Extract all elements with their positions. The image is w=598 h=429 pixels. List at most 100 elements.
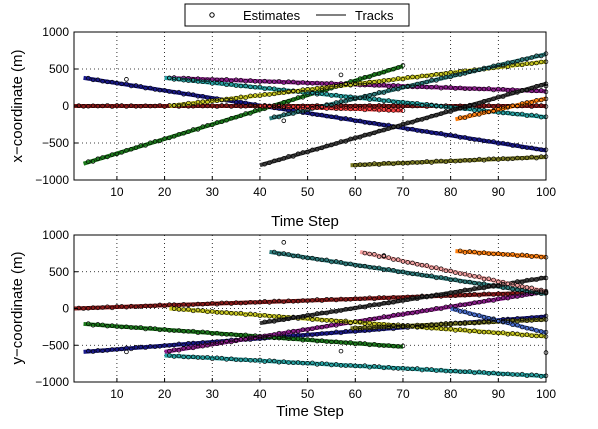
- estimate-point: [524, 373, 530, 379]
- estimate-point: [410, 83, 415, 88]
- estimate-point: [86, 306, 91, 311]
- estimate-point: [271, 158, 277, 164]
- estimate-point: [510, 87, 515, 92]
- estimate-point: [515, 287, 520, 293]
- estimate-point: [367, 82, 372, 88]
- estimate-point: [424, 293, 430, 299]
- estimate-point: [529, 88, 534, 94]
- estimate-point: [105, 79, 110, 85]
- x-tick-label: 100: [536, 185, 556, 199]
- estimate-point: [305, 80, 310, 86]
- estimate-point: [338, 330, 344, 336]
- estimate-point: [229, 310, 234, 316]
- estimate-point: [214, 120, 220, 125]
- estimate-point: [114, 304, 120, 309]
- estimate-point: [329, 102, 334, 108]
- estimate-point: [186, 307, 191, 312]
- estimate-point: [424, 84, 430, 90]
- estimate-point: [271, 298, 277, 304]
- estimate-point: [443, 275, 449, 281]
- estimate-point: [395, 99, 401, 105]
- estimate-point: [529, 55, 534, 60]
- estimate-point: [281, 106, 287, 111]
- estimate-point: [314, 147, 320, 152]
- estimate-point: [252, 335, 258, 341]
- estimate-point: [524, 113, 530, 119]
- estimate-point: [472, 312, 477, 318]
- estimate-point: [167, 89, 172, 94]
- estimate-point: [367, 120, 372, 126]
- estimate-point: [505, 252, 511, 257]
- estimate-point: [505, 332, 511, 337]
- estimate-point: [457, 302, 463, 308]
- estimate-point: [429, 265, 434, 271]
- estimate-point: [524, 292, 530, 297]
- estimate-point: [262, 312, 267, 318]
- estimate-point: [362, 81, 368, 86]
- estimate-point: [434, 306, 439, 311]
- estimate-point: [481, 319, 487, 325]
- estimate-point: [467, 292, 472, 298]
- x-tick-label: 20: [158, 185, 172, 199]
- estimate-point: [434, 104, 439, 109]
- estimate-point: [496, 86, 501, 92]
- estimate-point: [496, 64, 501, 70]
- estimate-point: [329, 259, 334, 265]
- estimate-point: [424, 366, 430, 372]
- estimate-point: [200, 308, 205, 313]
- estimate-point: [424, 102, 430, 107]
- estimate-point: [457, 327, 463, 332]
- estimate-point: [415, 325, 420, 330]
- estimate-point: [486, 86, 492, 91]
- estimate-point: [90, 159, 96, 164]
- estimate-point: [496, 291, 501, 296]
- estimate-point: [496, 62, 501, 68]
- estimate-point: [310, 332, 315, 338]
- estimate-point: [424, 159, 430, 164]
- estimate-point: [462, 369, 468, 374]
- estimate-point: [405, 294, 410, 300]
- estimate-point: [367, 295, 372, 300]
- estimate-point: [472, 320, 477, 326]
- estimate-point: [524, 56, 530, 62]
- estimate-point: [357, 326, 363, 331]
- estimate-point: [314, 85, 320, 91]
- estimate-point: [534, 155, 539, 161]
- estimate-point: [286, 98, 291, 104]
- estimate-point: [281, 331, 287, 336]
- estimate-point: [472, 280, 477, 286]
- estimate-point: [205, 309, 210, 315]
- estimate-point: [353, 118, 358, 124]
- estimate-point: [362, 162, 368, 168]
- estimate-point: [200, 99, 205, 104]
- estimate-point: [400, 99, 406, 105]
- estimate-point: [195, 127, 201, 132]
- estimate-point: [329, 309, 334, 314]
- estimate-point: [510, 156, 515, 161]
- estimate-point: [157, 302, 163, 308]
- x-tick-label: 40: [253, 185, 267, 199]
- estimate-point: [481, 276, 487, 282]
- estimate-point: [343, 329, 349, 334]
- estimate-point: [124, 148, 129, 153]
- estimate-point: [386, 255, 391, 260]
- estimate-point: [362, 341, 368, 346]
- estimate-point: [100, 322, 105, 328]
- estimate-point: [171, 75, 177, 80]
- estimate-point: [386, 314, 391, 320]
- estimate-point: [357, 296, 363, 302]
- estimate-point: [376, 343, 382, 348]
- estimate-point: [152, 303, 158, 308]
- estimate-point: [386, 343, 391, 348]
- estimate-point: [448, 321, 453, 326]
- estimate-point: [238, 99, 244, 105]
- estimate-point: [262, 103, 267, 108]
- estimate-point: [357, 363, 363, 369]
- estimate-point: [448, 109, 453, 114]
- estimate-point: [143, 345, 148, 350]
- estimate-point: [195, 76, 201, 81]
- estimate-point: [515, 103, 520, 109]
- estimate-point: [372, 91, 377, 97]
- estimate-point: [376, 122, 382, 127]
- estimate-point: [128, 103, 134, 108]
